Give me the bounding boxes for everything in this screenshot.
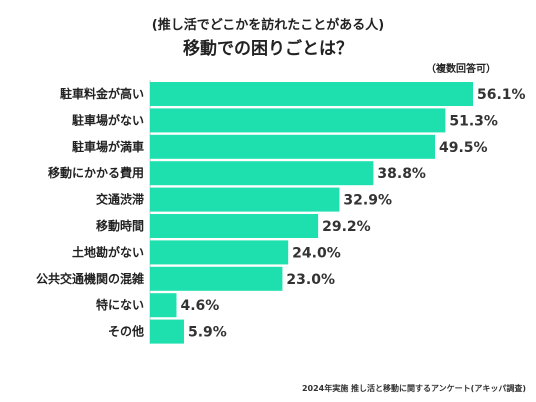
bar <box>150 161 374 186</box>
bar <box>150 214 319 238</box>
bar <box>150 240 289 265</box>
category-label: 特にない <box>96 297 144 312</box>
chart-title: 移動での困りごとは？ <box>183 39 353 59</box>
data-label: 32.9% <box>343 193 392 209</box>
bar <box>150 319 184 344</box>
data-label: 29.2% <box>322 219 371 235</box>
category-label: 移動にかかる費用 <box>48 165 144 180</box>
data-label: 4.6% <box>180 298 219 314</box>
category-label: 交通渋滞 <box>96 192 144 207</box>
bar <box>150 82 473 106</box>
category-label: 移動時間 <box>96 218 144 233</box>
multiple-answer-note: （複数回答可） <box>426 64 496 75</box>
category-label: 土地勘がない <box>72 244 144 259</box>
data-label: 51.3% <box>449 113 498 129</box>
data-label: 38.8% <box>377 166 426 182</box>
source-note: 2024年実施 推し活と移動に関するアンケート(アキッパ調査) <box>301 384 526 393</box>
category-label: 駐車場が満車 <box>72 139 144 154</box>
data-label: 24.0% <box>292 245 341 261</box>
bar <box>150 187 340 212</box>
data-label: 49.5% <box>439 140 488 156</box>
chart-subtitle: (推し活でどこかを訪れたことがある人) <box>151 18 385 33</box>
category-label: 駐車料金が高い <box>60 86 144 101</box>
data-label: 5.9% <box>188 325 227 341</box>
data-label: 23.0% <box>286 272 335 288</box>
category-label: 駐車場がない <box>72 112 144 127</box>
bar <box>150 134 435 159</box>
bar <box>150 108 446 133</box>
category-label: その他 <box>108 324 144 339</box>
bar <box>150 293 177 318</box>
category-label: 公共交通機関の混雑 <box>36 271 144 286</box>
data-label: 56.1% <box>477 87 526 103</box>
bar <box>150 266 283 291</box>
